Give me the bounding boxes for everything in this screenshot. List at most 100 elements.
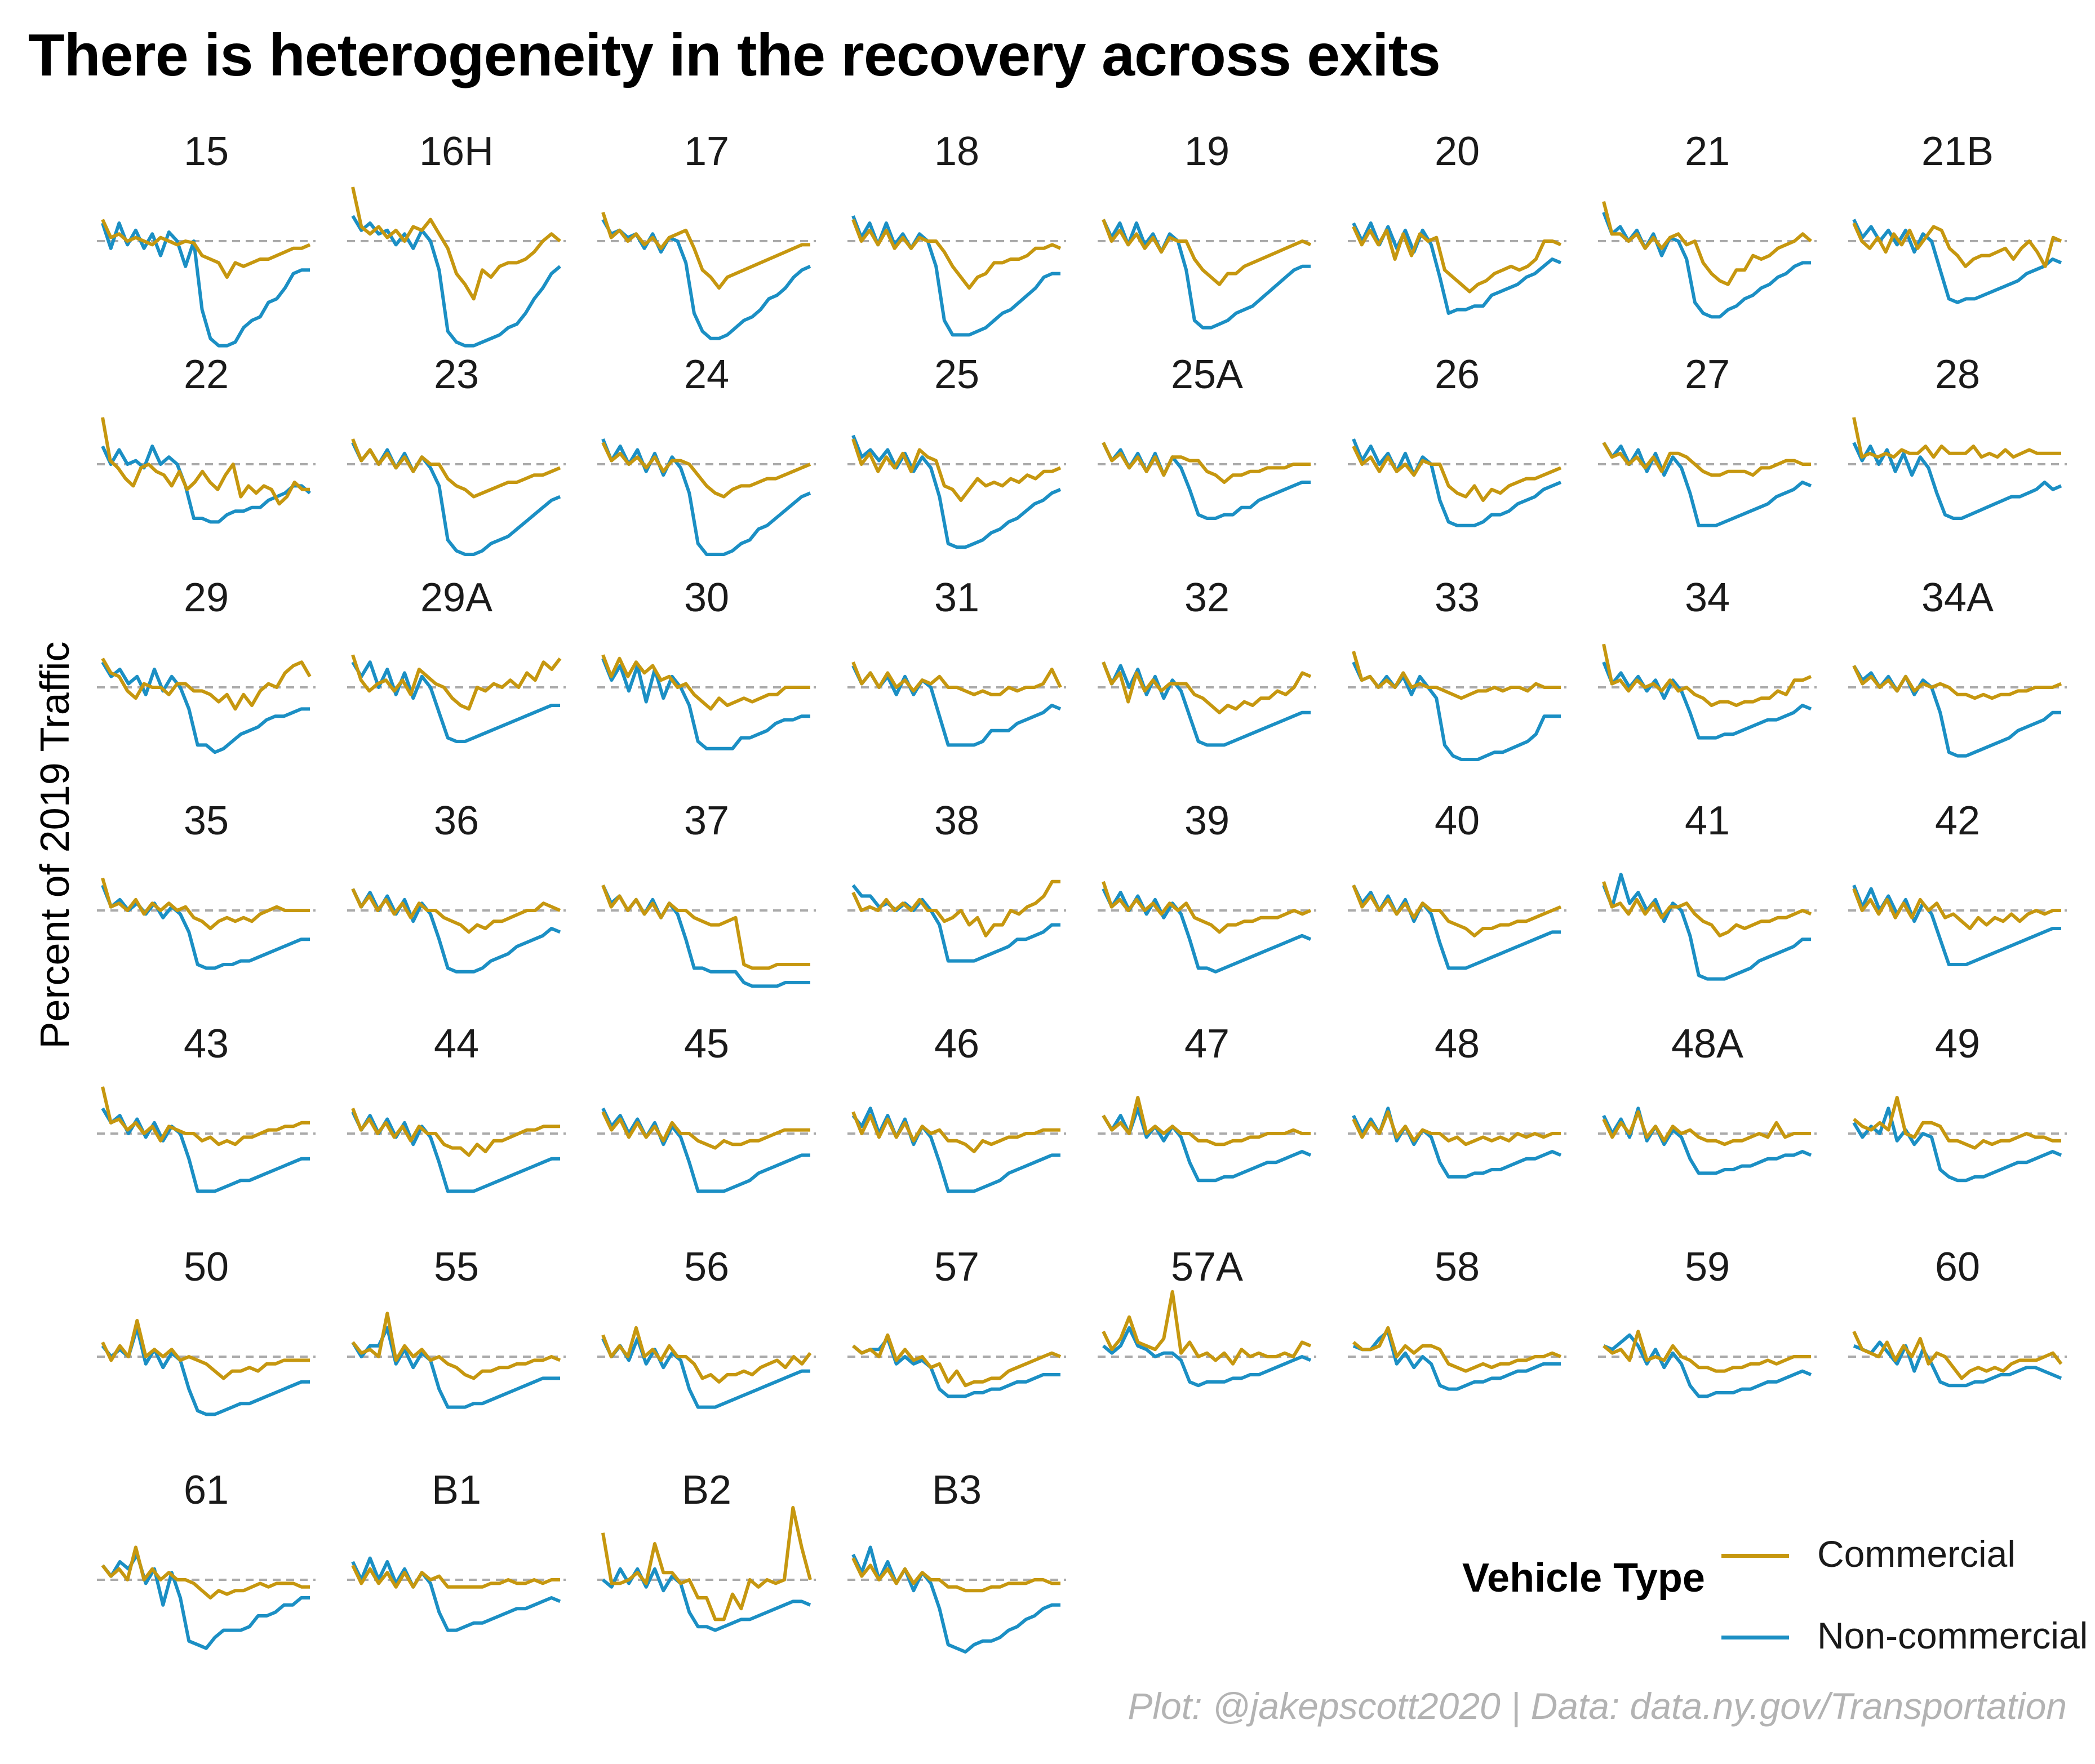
series-line-non-commercial xyxy=(1102,1326,1312,1388)
series-line-commercial xyxy=(101,657,312,711)
facet-panel-25a: 25A xyxy=(1098,352,1316,520)
facet-panel-18: 18 xyxy=(847,129,1066,337)
series-line-commercial xyxy=(851,1557,1060,1593)
facet-label: 16H xyxy=(419,129,494,174)
series-line-commercial xyxy=(351,186,561,301)
series-line-commercial xyxy=(1352,445,1562,502)
facet-label: 29A xyxy=(420,575,492,620)
series-line-non-commercial xyxy=(1602,1107,1812,1175)
series-line-commercial xyxy=(851,438,1062,502)
facet-label: 48A xyxy=(1671,1021,1743,1067)
legend-key-non-commercial xyxy=(1721,1636,1789,1639)
facet-panel-61: 61 xyxy=(97,1468,316,1650)
legend-item-non-commercial: Non-commercial xyxy=(1721,1614,2088,1659)
facet-panel-58: 58 xyxy=(1348,1245,1566,1391)
facet-panel-57a: 57A xyxy=(1098,1245,1316,1388)
series-line-non-commercial xyxy=(1102,442,1311,520)
series-line-commercial xyxy=(1352,1326,1562,1373)
series-line-commercial xyxy=(1852,222,2062,268)
series-line-commercial xyxy=(601,442,811,499)
series-line-non-commercial xyxy=(351,660,560,743)
facet-label: 44 xyxy=(434,1021,479,1067)
facet-panel-30: 30 xyxy=(597,575,816,750)
series-line-commercial xyxy=(1602,643,1812,707)
facet-panel-47: 47 xyxy=(1098,1021,1316,1183)
facet-label: 42 xyxy=(1935,798,1980,843)
series-line-non-commercial xyxy=(601,1107,810,1193)
facet-label: 27 xyxy=(1685,352,1730,397)
series-line-commercial xyxy=(601,211,810,290)
series-line-non-commercial xyxy=(1102,888,1312,974)
facet-label: 35 xyxy=(184,798,229,843)
series-line-non-commercial xyxy=(1102,1107,1312,1183)
facet-panel-19: 19 xyxy=(1098,129,1316,330)
facet-label: 23 xyxy=(434,352,479,397)
series-line-commercial xyxy=(1102,661,1312,714)
facet-panel-50: 50 xyxy=(97,1245,316,1416)
facet-label: 57A xyxy=(1171,1245,1243,1290)
series-line-non-commercial xyxy=(1603,1333,1812,1398)
series-line-non-commercial xyxy=(602,1567,811,1632)
facet-label: 43 xyxy=(184,1021,229,1067)
facet-label: 50 xyxy=(184,1245,229,1290)
series-line-commercial xyxy=(1102,1096,1311,1147)
series-line-commercial xyxy=(1102,219,1312,286)
facet-panel-60: 60 xyxy=(1848,1245,2067,1388)
series-line-non-commercial xyxy=(101,1107,310,1193)
facet-label: 30 xyxy=(684,575,729,620)
facet-label: 15 xyxy=(184,129,229,174)
series-line-non-commercial xyxy=(1352,438,1562,527)
facet-panel-37: 37 xyxy=(597,798,816,988)
series-line-non-commercial xyxy=(101,221,310,348)
series-line-non-commercial xyxy=(1852,1107,2062,1183)
series-line-commercial xyxy=(1602,442,1811,477)
facet-panel-36: 36 xyxy=(347,798,566,974)
series-line-non-commercial xyxy=(351,1556,561,1632)
series-line-non-commercial xyxy=(101,1553,310,1650)
facet-label: 37 xyxy=(684,798,729,843)
facet-panel-57: 57 xyxy=(847,1245,1066,1398)
series-line-non-commercial xyxy=(1602,211,1811,319)
series-line-commercial xyxy=(851,219,1062,290)
facet-label: 21 xyxy=(1685,129,1730,174)
facet-label: 26 xyxy=(1435,352,1480,397)
legend-key-commercial xyxy=(1721,1554,1789,1558)
series-line-non-commercial xyxy=(351,1111,560,1193)
facet-panel-44: 44 xyxy=(347,1021,566,1193)
facet-panel-24: 24 xyxy=(597,352,816,556)
series-line-non-commercial xyxy=(1602,873,1811,981)
facet-label: B1 xyxy=(432,1468,481,1513)
series-line-commercial xyxy=(851,879,1060,937)
series-line-commercial xyxy=(1102,881,1312,934)
facet-panel-39: 39 xyxy=(1098,798,1316,974)
facet-label: B2 xyxy=(682,1468,731,1513)
facet-label: 46 xyxy=(934,1021,979,1067)
series-line-non-commercial xyxy=(851,215,1060,337)
facet-panel-25: 25 xyxy=(847,352,1066,549)
series-line-non-commercial xyxy=(1602,442,1812,527)
facet-panel-34a: 34A xyxy=(1848,575,2067,758)
facet-label: 33 xyxy=(1435,575,1480,620)
facet-label: 47 xyxy=(1184,1021,1230,1067)
facet-panel-b3: B3 xyxy=(847,1468,1066,1654)
series-line-commercial xyxy=(851,661,1062,696)
facet-panel-45: 45 xyxy=(597,1021,816,1193)
facet-label: 45 xyxy=(684,1021,729,1067)
facet-label: 28 xyxy=(1935,352,1980,397)
facet-label: 57 xyxy=(934,1245,979,1290)
facet-label: 34A xyxy=(1921,575,1994,620)
series-line-commercial xyxy=(101,1319,310,1380)
series-line-non-commercial xyxy=(851,1107,1060,1193)
series-line-commercial xyxy=(1603,1330,1811,1373)
series-line-commercial xyxy=(1602,1110,1811,1147)
facet-panel-17: 17 xyxy=(597,129,816,340)
series-line-commercial xyxy=(601,1506,812,1621)
facet-panel-16h: 16H xyxy=(347,129,566,348)
facet-panel-21: 21 xyxy=(1598,129,1817,319)
series-line-commercial xyxy=(852,1333,1062,1388)
facet-label: 55 xyxy=(434,1245,479,1290)
series-line-non-commercial xyxy=(351,442,561,556)
series-line-non-commercial xyxy=(1352,1107,1562,1179)
facet-label: 39 xyxy=(1184,798,1230,843)
facet-label: 18 xyxy=(934,129,979,174)
